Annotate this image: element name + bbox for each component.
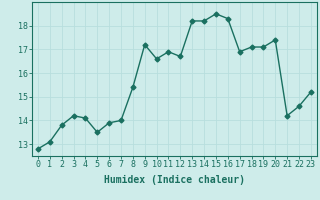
X-axis label: Humidex (Indice chaleur): Humidex (Indice chaleur) (104, 175, 245, 185)
